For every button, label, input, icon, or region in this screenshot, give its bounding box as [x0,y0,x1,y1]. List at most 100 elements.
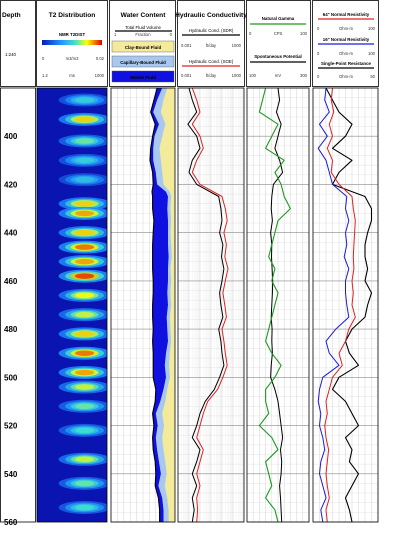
gamma-min: 0 [249,31,252,36]
r16-min: 0 [317,51,320,56]
t2-axis-max: 1000 [95,73,105,78]
wc-scale-max: 0 [170,32,173,37]
water-content-fills [149,88,175,522]
r64-curve [324,87,356,523]
clay-bound-fill [159,88,175,522]
track-grids [111,87,378,523]
header-cell [246,0,311,87]
depth-tick-label: 400 [4,132,18,141]
spr-curve [325,87,373,523]
r64-unit: Ohm-m [339,26,353,31]
t2-peak-9 [75,258,95,265]
water-legend: Clay-Bound Fluid Capillary-Bound Fluid Mob… [111,40,175,83]
gamma-max: 100 [300,31,308,36]
r64-min: 0 [317,26,320,31]
header-cell [109,0,176,87]
legend-label-1: Capillary-Bound Fluid [120,60,166,65]
legend-swatch-2 [111,70,175,83]
r64-max: 100 [368,26,376,31]
t2-peak-14 [75,350,95,356]
sp-label: Spontaneous Potential [254,54,302,59]
legend-label-0: Clay-Bound Fluid [125,45,162,50]
gamma-label: Natural Gamma [262,16,295,21]
total-fluid-curve [149,88,161,522]
spr-label: Single-Point Resistance [321,61,372,66]
t2-axis-min: 1.2 [42,73,48,78]
t2-peak-6 [75,210,95,217]
t2-peak-11 [75,292,95,299]
r64-label: 64" Normal Resistivity [323,12,370,17]
t2-peak-18 [75,427,95,434]
r16-curve [317,87,350,523]
t2-peak-16 [75,384,95,390]
t2-peak-1 [75,116,95,123]
header-cell [312,0,379,87]
soe-max: 1000 [232,73,242,78]
t2-peak-2 [75,138,95,144]
track-frame-rs [312,87,379,523]
track-frame-t2 [36,87,108,523]
t2-peak-0 [75,97,95,103]
header-cell [0,0,36,87]
t2-header-title: T2 Distribution [49,12,96,19]
soe-unit: ft/day [206,73,217,78]
spr-min: 0 [317,74,320,79]
depth-tick-label: 540 [4,470,18,479]
t2-peak-4 [75,176,95,183]
t2-vol-max: 0.02 [96,56,105,61]
t2-peak-10 [75,273,95,279]
depth-tick-label: 560 [4,518,18,527]
t2-track-label: NMR T2DIST [59,32,86,37]
r16-unit: Ohm-m [339,51,353,56]
sdr-min: 0.001 [181,43,192,48]
legend-swatch-0 [111,40,175,53]
header-cell [36,0,108,87]
track-frame-hy [177,87,245,523]
depth-tick-label: 420 [4,180,18,189]
t2-peak-5 [75,200,95,207]
sdr-unit: ft/day [206,43,217,48]
t2-peak-17 [75,403,95,410]
depth-tick-label: 500 [4,373,18,382]
t2-vol-min: 0 [42,56,45,61]
t2-axis-unit: ms [69,73,75,78]
header-cell [177,0,245,87]
wc-scale-min: 1 [114,32,117,37]
depth-tick-label: 480 [4,325,18,334]
t2-peak-15 [75,369,95,376]
depth-track-frame [0,87,36,523]
r16-max: 100 [368,51,376,56]
sp-min: 100 [249,73,257,78]
sdr-label: Hydraulic Cond. (SDR) [189,28,234,33]
depth-header-title: Depth [2,12,21,19]
soe-curve [191,87,229,523]
t2-vol-unit: m3/m3 [66,56,79,61]
depth-tick-label: 520 [4,422,18,431]
hydraulic-header-title: Hydraulic Conductivity [175,12,247,19]
gamma-curve [258,87,291,523]
spr-max: 50 [370,74,375,79]
depth-tick-label: 440 [4,229,18,238]
log-header: Depth 1:240 T2 Distribution NMR T2DIST 0… [2,12,376,83]
wc-scale-unit: Fraction [135,32,151,37]
legend-swatch-1 [111,55,175,68]
sp-curve [270,87,284,523]
track-frames [0,0,379,523]
soe-min: 0.001 [181,73,192,78]
depth-scale: 1:240 [5,52,17,57]
capillary-bound-fill [153,88,172,522]
t2-peak-20 [75,480,95,487]
soe-label: Hydraulic Cond. (SOE) [189,59,234,64]
sdr-max: 1000 [232,43,242,48]
t2-peak-8 [75,244,95,250]
r16-label: 16" Normal Resistivity [323,37,370,42]
water-header-title: Water Content [121,12,167,19]
gamma-unit: CPS [274,31,283,36]
sp-max: 300 [300,73,308,78]
log-curves [187,87,373,523]
t2-peak-12 [75,311,95,318]
track-frame-wc [110,87,176,523]
legend-label-2: Mobile Fluid [130,75,156,80]
t2-peak-13 [75,331,95,337]
